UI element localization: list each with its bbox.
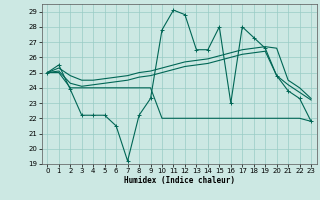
X-axis label: Humidex (Indice chaleur): Humidex (Indice chaleur) xyxy=(124,176,235,185)
